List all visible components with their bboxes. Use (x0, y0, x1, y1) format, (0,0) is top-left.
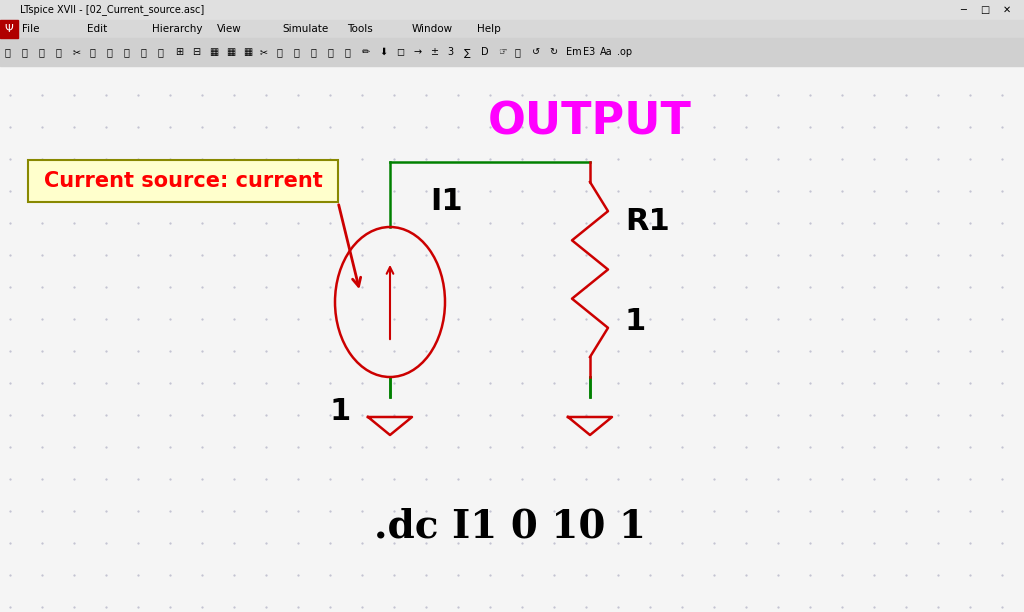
Text: ◻: ◻ (396, 47, 404, 57)
Text: ⊟: ⊟ (193, 47, 200, 57)
Text: OUTPUT: OUTPUT (488, 100, 692, 143)
Text: D: D (481, 47, 488, 57)
Text: 🔬: 🔬 (311, 47, 316, 57)
Text: ⊞: ⊞ (175, 47, 183, 57)
Text: 🔍: 🔍 (158, 47, 164, 57)
Bar (0, 20, 18, 38)
Text: 🖐: 🖐 (515, 47, 521, 57)
Text: Ψ: Ψ (5, 24, 13, 34)
Text: ─: ─ (961, 5, 966, 15)
Text: R1: R1 (625, 207, 670, 236)
Text: ✂: ✂ (260, 47, 268, 57)
Text: ▦: ▦ (226, 47, 236, 57)
Text: .dc I1 0 10 1: .dc I1 0 10 1 (374, 508, 646, 546)
Text: →: → (413, 47, 421, 57)
Text: ∑: ∑ (464, 47, 471, 57)
Text: Aa: Aa (600, 47, 612, 57)
Text: ✏: ✏ (362, 47, 370, 57)
Text: ✂: ✂ (73, 47, 81, 57)
Text: 🖨: 🖨 (328, 47, 334, 57)
Text: □: □ (980, 5, 989, 15)
Bar (0, 66, 1024, 612)
Bar (0, 38, 1024, 66)
Text: ↺: ↺ (532, 47, 540, 57)
Text: 📋: 📋 (294, 47, 300, 57)
Text: 1: 1 (330, 398, 350, 427)
Text: Current source: current: Current source: current (44, 171, 323, 191)
Text: 🔧: 🔧 (56, 47, 61, 57)
Text: 🔍: 🔍 (106, 47, 113, 57)
Text: 🗁: 🗁 (5, 47, 11, 57)
Text: 🔍: 🔍 (124, 47, 130, 57)
Text: 1: 1 (625, 307, 646, 337)
Text: Edit: Edit (87, 24, 108, 34)
Text: ▦: ▦ (243, 47, 252, 57)
Text: 3: 3 (447, 47, 454, 57)
Text: ±: ± (430, 47, 438, 57)
Text: File: File (22, 24, 40, 34)
Text: Help: Help (477, 24, 501, 34)
Text: Tools: Tools (347, 24, 373, 34)
Text: ⬇: ⬇ (379, 47, 387, 57)
Text: .op: .op (617, 47, 632, 57)
Text: 📷: 📷 (345, 47, 351, 57)
Text: I1: I1 (430, 187, 463, 217)
Text: Window: Window (412, 24, 454, 34)
Text: Em: Em (566, 47, 582, 57)
Text: 💾: 💾 (39, 47, 45, 57)
Text: ↻: ↻ (549, 47, 557, 57)
Bar (0, 0, 1024, 20)
Text: Simulate: Simulate (282, 24, 329, 34)
FancyBboxPatch shape (28, 160, 338, 202)
Text: 📂: 📂 (22, 47, 28, 57)
Text: View: View (217, 24, 242, 34)
Bar (0, 20, 1024, 38)
Text: ☞: ☞ (498, 47, 507, 57)
Text: ▦: ▦ (209, 47, 218, 57)
Text: ✕: ✕ (1002, 5, 1011, 15)
Text: 🔍: 🔍 (141, 47, 146, 57)
Text: Hierarchy: Hierarchy (152, 24, 203, 34)
Text: 🖐: 🖐 (90, 47, 96, 57)
Text: 📋: 📋 (278, 47, 283, 57)
Text: E3: E3 (583, 47, 595, 57)
Text: LTspice XVII - [02_Current_source.asc]: LTspice XVII - [02_Current_source.asc] (20, 4, 204, 15)
